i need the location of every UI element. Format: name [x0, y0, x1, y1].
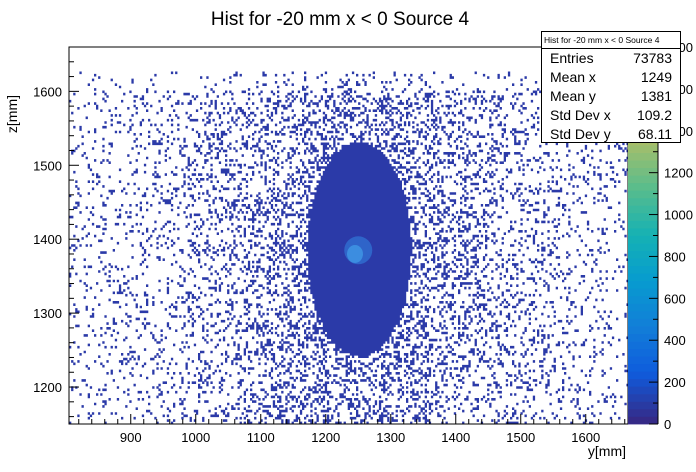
stats-row: Entries 73783: [542, 49, 680, 68]
colorbar-band: [628, 280, 658, 289]
stats-rows: Entries 73783 Mean x 1249 Mean y 1381 Std Dev …: [542, 49, 680, 144]
x-tick-label: 1500: [506, 430, 535, 445]
colorbar-band: [628, 408, 658, 417]
colorbar-band: [628, 378, 658, 387]
x-tick-label: 1300: [376, 430, 405, 445]
y-tick-label: 1600: [33, 84, 62, 99]
chart-title: Hist for -20 mm x < 0 Source 4: [211, 9, 470, 30]
stats-value: 73783: [633, 50, 672, 66]
stats-value: 1249: [640, 69, 672, 85]
colorbar-band: [628, 175, 658, 184]
colorbar-band: [628, 363, 658, 372]
y-tick-label: 1400: [33, 232, 62, 247]
colorbar-band: [628, 265, 658, 274]
colorbar-band: [628, 356, 658, 365]
x-axis: 900 1000 1100 1200 1300 1400 1500 1600: [78, 414, 626, 445]
colorbar-band: [628, 235, 658, 244]
stats-label: Std Dev y: [550, 126, 611, 142]
colorbar-band: [628, 341, 658, 349]
stats-row: Mean y 1381: [542, 87, 680, 106]
colorbar-tick-label: 400: [664, 333, 686, 348]
colorbar-band: [628, 190, 658, 199]
x-tick-label: 1600: [571, 430, 600, 445]
colorbar-band: [628, 227, 658, 236]
colorbar-band: [628, 401, 658, 410]
colorbar-tick-label: 1000: [664, 208, 693, 223]
colorbar-tick-label: 600: [664, 291, 686, 306]
colorbar-band: [628, 145, 658, 153]
colorbar-tick-label: 0: [664, 417, 671, 432]
colorbar-band: [628, 393, 658, 402]
colorbar-band: [628, 325, 658, 334]
colorbar-band: [628, 197, 658, 206]
y-tick-label: 1200: [33, 380, 62, 395]
y-tick-label: 1500: [33, 158, 62, 173]
colorbar-band: [628, 212, 658, 221]
stats-row: Std Dev x 109.2: [542, 106, 680, 125]
colorbar-band: [628, 205, 658, 214]
colorbar-band: [628, 295, 658, 304]
colorbar-band: [628, 220, 658, 229]
x-tick-label: 1200: [311, 430, 340, 445]
colorbar-band: [628, 386, 658, 395]
colorbar-band: [628, 288, 658, 297]
colorbar-band: [628, 333, 658, 342]
y-axis-label: z[mm]: [4, 95, 20, 133]
stats-label: Mean x: [550, 69, 596, 85]
stats-value: 68.11: [638, 126, 672, 142]
colorbar-tick-label: 200: [664, 375, 686, 390]
colorbar-tick-label: 800: [664, 249, 686, 264]
stats-value: 109.2: [636, 107, 672, 123]
colorbar-band: [628, 258, 658, 267]
colorbar-band: [628, 273, 658, 282]
y-axis: 1200 1300 1400 1500 1600: [33, 46, 79, 418]
x-axis-label: y[mm]: [588, 443, 626, 459]
colorbar-band: [628, 243, 658, 251]
x-tick-label: 1400: [441, 430, 470, 445]
colorbar-band: [628, 250, 658, 259]
colorbar-band: [628, 303, 658, 312]
colorbar-band: [628, 416, 658, 425]
stats-label: Std Dev x: [550, 107, 611, 123]
colorbar: [628, 47, 658, 425]
heatmap-cells: [69, 71, 629, 425]
y-tick-label: 1300: [33, 306, 62, 321]
colorbar-band: [628, 348, 658, 357]
stats-row: Std Dev y 68.11: [542, 125, 680, 144]
stats-label: Mean y: [550, 88, 596, 104]
stats-label: Entries: [550, 50, 594, 66]
x-tick-label: 1100: [247, 430, 275, 445]
colorbar-band: [628, 160, 658, 169]
colorbar-tick-label: 1200: [664, 166, 693, 181]
x-tick-label: 900: [120, 430, 142, 445]
colorbar-band: [628, 182, 658, 191]
colorbar-band: [628, 152, 658, 161]
stats-box: Hist for -20 mm x < 0 Source 4 Entries 73…: [541, 31, 681, 143]
colorbar-band: [628, 167, 658, 176]
colorbar-band: [628, 371, 658, 380]
stats-box-title: Hist for -20 mm x < 0 Source 4: [542, 32, 680, 49]
colorbar-band: [628, 318, 658, 327]
stats-value: 1381: [640, 88, 672, 104]
stats-row: Mean x 1249: [542, 68, 680, 87]
hotspot-core: [347, 244, 363, 263]
colorbar-band: [628, 310, 658, 319]
x-tick-label: 1000: [181, 430, 210, 445]
